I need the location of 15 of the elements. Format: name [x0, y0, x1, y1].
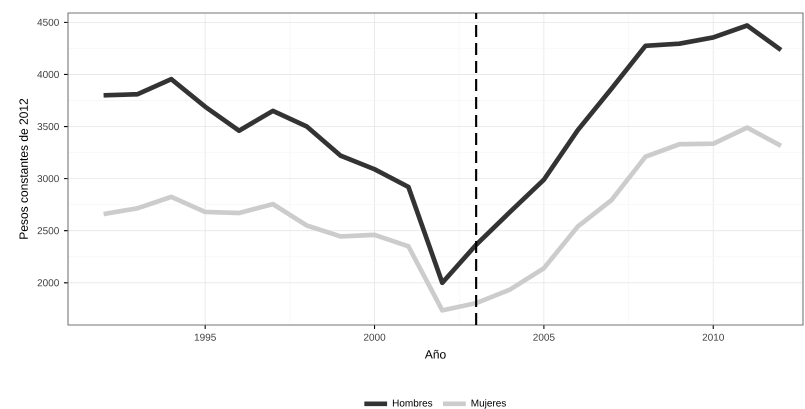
- x-tick-label: 2010: [702, 334, 724, 341]
- legend-label: Mujeres: [472, 399, 506, 409]
- x-tick-label: 2005: [533, 334, 555, 341]
- x-tick-label: 2000: [364, 334, 386, 341]
- y-tick-label: 4000: [37, 70, 59, 78]
- y-tick-label: 4500: [37, 18, 59, 26]
- y-tick-label: 2500: [38, 227, 59, 234]
- y-axis-title: Pesos constantes de 2012: [19, 98, 28, 239]
- y-tick-label: 3000: [37, 175, 59, 182]
- x-axis-title: Año: [424, 350, 446, 359]
- y-tick-label: 3500: [37, 123, 59, 130]
- y-tick-label: 2000: [38, 279, 59, 286]
- x-tick-label: 1995: [194, 334, 216, 341]
- legend-label: Hombres: [392, 399, 432, 407]
- line-series: [101, 125, 784, 313]
